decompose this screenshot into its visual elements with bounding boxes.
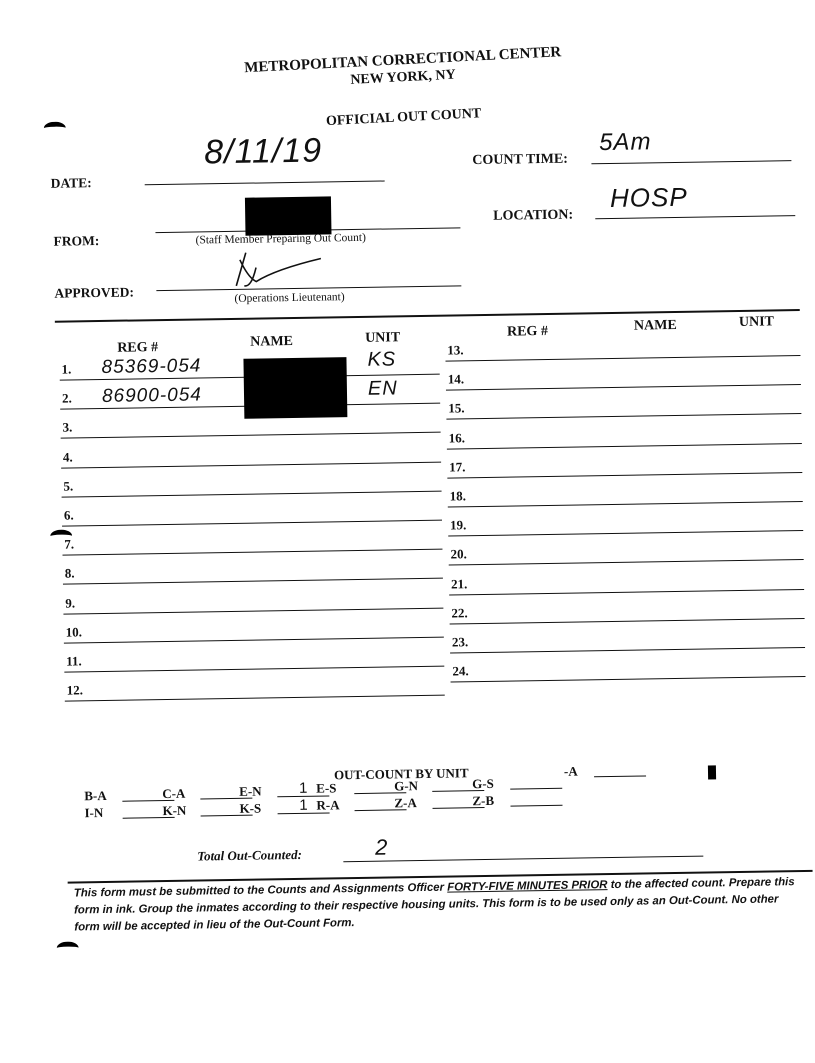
unit-label: K-N [162,802,187,818]
approval-signature [235,252,322,287]
row-line [449,617,805,625]
from-caption: (Staff Member Preparing Out Count) [195,231,366,247]
unit-label: R-A [316,797,340,814]
row-number: 22. [451,605,468,621]
row-line [450,676,806,683]
reg-number[interactable]: 86900-054 [101,384,203,408]
unit-label: C-A [162,785,186,801]
date-label: DATE: [50,175,92,191]
row-number: 7. [64,536,75,552]
date-value[interactable]: 8/11/19 [203,131,323,172]
unit-label: Z-B [472,792,495,809]
header-name-right: NAME [633,317,677,334]
unit-count-field[interactable] [593,761,647,778]
punch-hole-mark [43,121,66,135]
row-number: 16. [448,429,466,446]
location-value[interactable]: HOSP [609,181,688,213]
unit-label: B-A [84,787,107,804]
row-number: 13. [447,342,464,358]
unit-label: I-N [84,805,104,821]
row-line [446,442,802,450]
row-number: 14. [447,371,465,387]
unit-label: -A [563,763,578,779]
row-number: 8. [64,565,75,581]
row-number: 2. [61,390,72,406]
row-number: 11. [66,653,82,669]
row-line [445,384,801,391]
punch-hole-mark [56,941,79,955]
count-time-label: COUNT TIME: [472,151,569,169]
unit-label: E-S [316,780,337,797]
row-line [64,665,445,673]
row-line [449,588,805,596]
row-number: 21. [450,575,468,592]
header-reg-right: REG # [506,323,549,340]
row-line [62,578,443,586]
unit-label: K-S [239,800,262,816]
row-line [61,490,442,498]
footer-text: This form must be submitted to the Count… [73,881,448,900]
row-line [448,559,804,566]
row-line [63,636,444,644]
table-row: 24. [450,662,806,697]
unit-value[interactable]: KS [367,348,397,371]
row-line [447,500,803,508]
row-number: 12. [66,682,83,698]
total-label: Total Out-Counted: [197,846,302,864]
unit-count-field[interactable] [510,773,563,790]
row-line [62,548,443,556]
approved-label: APPROVED: [54,284,135,301]
table-row: 12. [64,681,445,716]
row-number: 18. [449,488,466,504]
redacted-inmate-names [243,357,348,419]
row-number: 23. [451,634,469,650]
row-number: 3. [62,419,73,435]
row-number: 6. [63,507,74,523]
row-number: 5. [63,478,74,494]
row-line [60,432,441,440]
row-line [447,471,803,479]
row-number: 20. [450,546,467,562]
approved-caption: (Operations Lieutenant) [234,291,345,305]
row-number: 15. [448,400,465,416]
row-line [448,530,804,537]
row-number: 1. [61,361,72,377]
row-line [62,519,443,527]
row-number: 19. [449,517,467,533]
unit-label: E-N [239,783,262,799]
header-reg-left: REG # [117,340,159,356]
footer-instructions: This form must be submitted to the Count… [74,874,805,936]
unit-label: G-N [394,778,419,794]
unit-count-field[interactable] [510,790,563,807]
unit-label: G-S [472,775,494,792]
row-line [445,355,801,362]
reg-number[interactable]: 85369-054 [101,355,202,378]
header-unit-left: UNIT [365,330,401,346]
footer-emphasis: FORTY-FIVE MINUTES PRIOR [447,879,608,894]
row-line [64,694,445,702]
unit-label: Z-A [394,795,417,811]
header-name-left: NAME [250,333,294,350]
form-title: OFFICIAL OUT COUNT [325,106,482,130]
row-number: 9. [65,595,76,611]
row-line [450,646,806,654]
from-label: FROM: [53,233,100,249]
row-line [61,461,442,469]
row-number: 17. [449,459,466,475]
row-line [63,607,444,615]
row-number: 10. [65,624,83,640]
redacted-unit-prefix [707,765,717,780]
count-time-value[interactable]: 5Am [598,128,652,157]
header-unit-right: UNIT [738,314,775,330]
redacted-staff-name [244,196,332,236]
total-value[interactable]: 2 [374,834,389,860]
location-label: LOCATION: [493,207,574,224]
row-number: 4. [62,449,73,465]
unit-value[interactable]: EN [367,377,398,400]
row-line [446,413,802,420]
row-number: 24. [452,663,469,679]
